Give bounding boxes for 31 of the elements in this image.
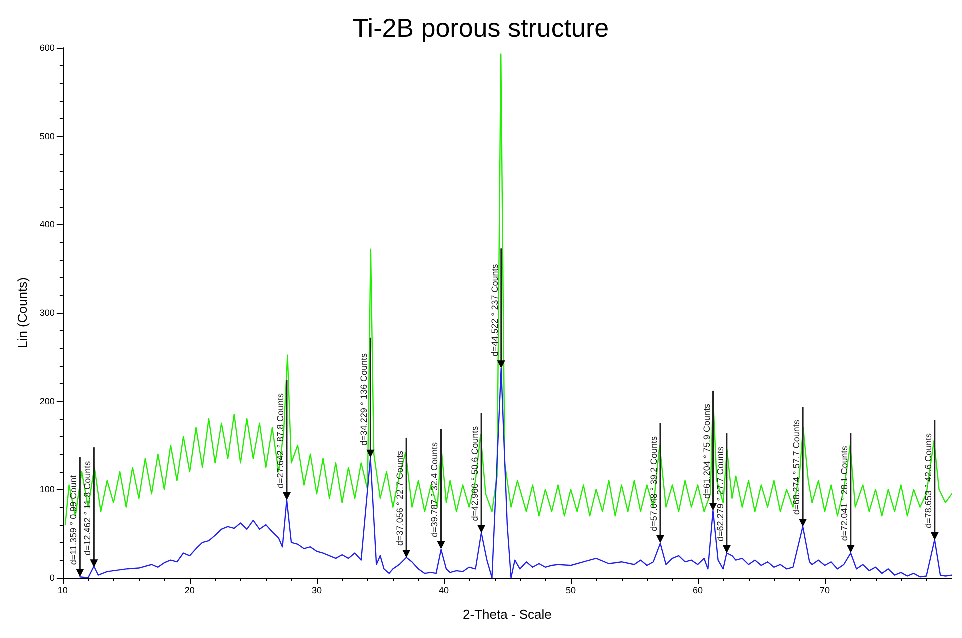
x-tick-label: 10 <box>58 586 68 596</box>
annotation: d=78.653 ° 42.6 Counts <box>923 432 934 528</box>
x-tick-label: 40 <box>438 586 449 596</box>
x-tick-label: 20 <box>184 586 195 596</box>
x-tick-label: 50 <box>566 586 576 596</box>
annotation: d=34.229 ° 136 Counts <box>359 352 370 446</box>
annotation: d=11.359 ° 0.99 Count <box>68 474 79 566</box>
annotation: d=42.960 ° 50.6 Counts <box>470 426 480 522</box>
annotation: d=37.056 ° 22.7 Counts <box>395 450 406 546</box>
annotation: d=57.048 ° 39.2 Counts <box>648 436 659 532</box>
y-tick-label: 500 <box>40 131 55 142</box>
annotation: d=62.279 ° 27.7 Counts <box>715 446 726 542</box>
annotation: d=61.204 ° 75.9 Counts <box>702 404 712 499</box>
x-axis-title: 2-Theta - Scale <box>463 607 552 622</box>
x-tick-label: 70 <box>820 586 830 596</box>
annotation: d=44.522 ° 237 Counts <box>490 264 500 357</box>
y-tick-label: 200 <box>40 396 55 406</box>
y-tick-label: 300 <box>40 308 55 318</box>
chart-title: Ti-2B porous structure <box>352 13 610 43</box>
annotation: d=27.642 ° 87.8 Counts <box>275 393 286 488</box>
annotation: d=68.274 ° 57.7 Counts <box>792 420 802 516</box>
y-tick-label: 600 <box>40 43 55 53</box>
annotation: d=12.462 ° 11.8 Counts <box>82 460 93 556</box>
y-axis-title: Lin (Counts) <box>15 278 30 348</box>
x-tick-label: 30 <box>312 586 322 596</box>
annotation: d=39.787 ° 32.4 Counts <box>430 442 440 538</box>
annotation: d=72.041 ° 28.1 Counts <box>839 446 850 542</box>
y-tick-label: 400 <box>40 220 55 230</box>
y-tick-label: 0 <box>50 573 55 583</box>
y-tick-label: 100 <box>40 484 55 495</box>
x-tick-label: 60 <box>692 586 703 596</box>
